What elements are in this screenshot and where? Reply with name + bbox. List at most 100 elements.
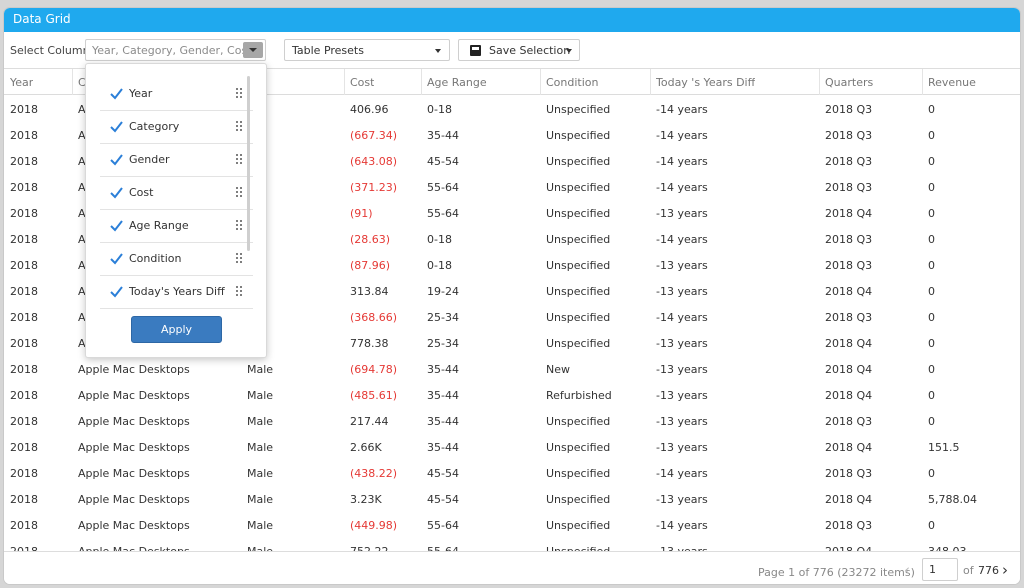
total-pages: 776 <box>978 564 999 577</box>
column-option[interactable]: Condition <box>100 243 253 276</box>
select-columns-label: Select Columns <box>10 44 96 57</box>
check-icon[interactable] <box>109 185 124 200</box>
cell-category: A <box>78 155 86 168</box>
column-divider[interactable] <box>819 69 820 95</box>
cell-revenue: 0 <box>928 181 935 194</box>
table-row[interactable]: 2018 Apple Mac Desktops Male 752.22 55-64 Uns… <box>4 538 1020 551</box>
cell-revenue: 0 <box>928 207 935 220</box>
apply-button[interactable]: Apply <box>131 316 222 343</box>
cell-age: 45-54 <box>427 155 459 168</box>
cell-year: 2018 <box>10 363 38 376</box>
column-header-cost[interactable]: Cost <box>350 76 375 89</box>
table-row[interactable]: 2018 Apple Mac Desktops Male (694.78) 35-44 N… <box>4 356 1020 382</box>
cell-revenue: 0 <box>928 155 935 168</box>
cell-age: 0-18 <box>427 233 452 246</box>
cell-age: 19-24 <box>427 285 459 298</box>
cell-category: A <box>78 337 86 350</box>
column-option[interactable]: Cost <box>100 177 253 210</box>
column-header-revenue[interactable]: Revenue <box>928 76 976 89</box>
drag-handle-icon[interactable] <box>235 120 243 132</box>
cell-cost: 3.23K <box>350 493 382 506</box>
cell-year: 2018 <box>10 519 38 532</box>
cell-diff: -13 years <box>656 207 708 220</box>
table-row[interactable]: 2018 Apple Mac Desktops Male (485.61) 35-44 R… <box>4 382 1020 408</box>
cell-year: 2018 <box>10 233 38 246</box>
cell-age: 35-44 <box>427 129 459 142</box>
dropdown-scrollbar[interactable] <box>247 76 250 251</box>
table-row[interactable]: 2018 Apple Mac Desktops Male 2.66K 35-44 Unsp… <box>4 434 1020 460</box>
cell-revenue: 0 <box>928 259 935 272</box>
check-icon[interactable] <box>109 86 124 101</box>
column-header-age[interactable]: Age Range <box>427 76 487 89</box>
cell-condition: Unspecified <box>546 129 611 142</box>
table-presets-dropdown[interactable]: Table Presets <box>284 39 450 61</box>
cell-revenue: 0 <box>928 233 935 246</box>
table-row[interactable]: 2018 Apple Mac Desktops Male 3.23K 45-54 Unsp… <box>4 486 1020 512</box>
column-header-quarter[interactable]: Quarters <box>825 76 874 89</box>
cell-category: A <box>78 207 86 220</box>
select-columns-combobox[interactable]: Year, Category, Gender, Cos... <box>85 39 266 61</box>
cell-category: A <box>78 311 86 324</box>
drag-handle-icon[interactable] <box>235 153 243 165</box>
column-option[interactable]: Year <box>100 78 253 111</box>
cell-diff: -14 years <box>656 519 708 532</box>
column-divider[interactable] <box>922 69 923 95</box>
check-icon[interactable] <box>109 152 124 167</box>
cell-diff: -14 years <box>656 129 708 142</box>
cell-quarter: 2018 Q4 <box>825 389 873 402</box>
column-divider[interactable] <box>344 69 345 95</box>
column-divider[interactable] <box>650 69 651 95</box>
column-divider[interactable] <box>540 69 541 95</box>
chevron-right-icon[interactable]: › <box>1002 561 1008 579</box>
column-option[interactable]: Age Range <box>100 210 253 243</box>
cell-year: 2018 <box>10 415 38 428</box>
cell-category: Apple Mac Desktops <box>78 493 190 506</box>
cell-year: 2018 <box>10 259 38 272</box>
column-header-diff[interactable]: Today 's Years Diff <box>656 76 756 89</box>
column-header-condition[interactable]: Condition <box>546 76 599 89</box>
drag-handle-icon[interactable] <box>235 285 243 297</box>
check-icon[interactable] <box>109 251 124 266</box>
save-selection-button[interactable]: Save Selection <box>458 39 580 61</box>
cell-quarter: 2018 Q3 <box>825 519 873 532</box>
select-columns-value: Year, Category, Gender, Cos... <box>92 44 244 57</box>
cell-year: 2018 <box>10 103 38 116</box>
drag-handle-icon[interactable] <box>235 219 243 231</box>
cell-gender: Male <box>247 493 274 506</box>
column-option[interactable]: Category <box>100 111 253 144</box>
page-number-input[interactable] <box>922 558 958 581</box>
table-row[interactable]: 2018 Apple Mac Desktops Male (449.98) 55-64 U… <box>4 512 1020 538</box>
chevron-down-icon[interactable] <box>243 42 263 58</box>
check-icon[interactable] <box>109 218 124 233</box>
column-divider[interactable] <box>421 69 422 95</box>
cell-diff: -13 years <box>656 337 708 350</box>
cell-cost: (371.23) <box>350 181 398 194</box>
cell-age: 45-54 <box>427 493 459 506</box>
chevron-left-icon[interactable]: ‹ <box>904 561 910 579</box>
column-option-label: Category <box>129 120 180 133</box>
drag-handle-icon[interactable] <box>235 252 243 264</box>
column-option[interactable]: Gender <box>100 144 253 177</box>
check-icon[interactable] <box>109 284 124 299</box>
table-row[interactable]: 2018 Apple Mac Desktops Male (438.22) 45-54 U… <box>4 460 1020 486</box>
column-header-category[interactable]: C <box>78 76 86 89</box>
drag-handle-icon[interactable] <box>235 186 243 198</box>
cell-cost: (368.66) <box>350 311 398 324</box>
cell-cost: 406.96 <box>350 103 389 116</box>
drag-handle-icon[interactable] <box>235 87 243 99</box>
cell-cost: (485.61) <box>350 389 398 402</box>
check-icon[interactable] <box>109 119 124 134</box>
column-header-year[interactable]: Year <box>10 76 34 89</box>
column-option[interactable]: Today's Years Diff <box>100 276 253 309</box>
column-divider[interactable] <box>72 69 73 95</box>
cell-year: 2018 <box>10 285 38 298</box>
cell-condition: Unspecified <box>546 259 611 272</box>
table-row[interactable]: 2018 Apple Mac Desktops Male 217.44 35-44 Uns… <box>4 408 1020 434</box>
cell-diff: -13 years <box>656 415 708 428</box>
